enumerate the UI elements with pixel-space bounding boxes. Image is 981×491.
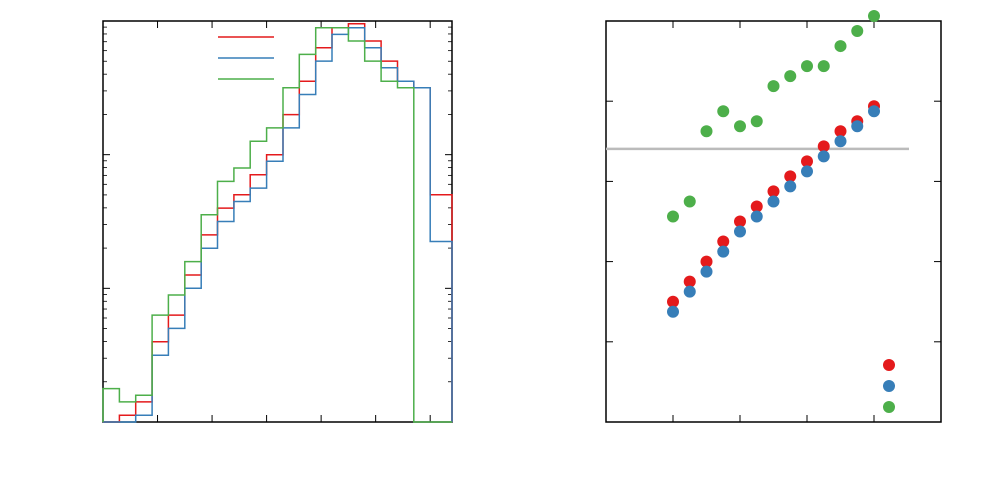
scatter-point-green: [817, 60, 830, 73]
scatter-point-red: [683, 275, 696, 288]
scatter-point-red: [750, 200, 763, 213]
scatter-legend-marker-blue: [883, 380, 895, 392]
scatter-point-green: [784, 70, 797, 83]
scatter-point-blue: [834, 135, 847, 148]
scatter-point-red: [784, 170, 797, 183]
scatter-point-blue: [817, 150, 830, 163]
scatter-point-green: [700, 125, 713, 138]
scatter-point-green: [734, 120, 746, 133]
scatter-legend-marker-green: [883, 401, 895, 413]
scatter-point-green: [667, 210, 679, 223]
scatter-point-blue: [801, 165, 813, 178]
scatter-point-green: [868, 9, 880, 22]
scatter-point-blue: [767, 195, 780, 208]
scatter-point-green: [750, 115, 763, 128]
scatter-point-green: [683, 195, 696, 208]
scatter-legend-marker-red: [883, 359, 895, 371]
scatter-point-blue: [683, 285, 696, 298]
scatter-point-blue: [700, 265, 713, 278]
scatter-point-blue: [750, 210, 763, 223]
histogram-series-line-red: [103, 22, 453, 423]
scatter-point-green: [801, 60, 813, 73]
scatter-point-green: [834, 40, 847, 53]
scatter-point-red: [767, 185, 780, 198]
histogram-series-line-green: [102, 26, 452, 423]
scatter-point-red: [834, 125, 847, 138]
histogram-panel: [102, 20, 453, 423]
scatter-panel: [605, 9, 942, 423]
scatter-point-blue: [717, 245, 730, 258]
scatter-point-red: [801, 155, 813, 168]
scatter-point-blue: [667, 305, 679, 318]
scatter-point-blue: [851, 120, 864, 133]
scatter-point-red: [717, 235, 730, 248]
scatter-point-red: [817, 140, 830, 153]
scatter-point-red: [700, 255, 713, 268]
scatter-point-red: [667, 295, 679, 308]
scatter-point-green: [717, 105, 730, 118]
histogram-series-line-blue: [103, 26, 453, 423]
scatter-point-green: [851, 25, 864, 38]
scatter-point-blue: [734, 225, 746, 238]
scatter-point-red: [734, 215, 746, 228]
scatter-point-blue: [784, 180, 797, 193]
scatter-point-green: [767, 80, 780, 93]
scatter-plot-frame: [605, 20, 942, 423]
scatter-point-blue: [868, 105, 880, 118]
